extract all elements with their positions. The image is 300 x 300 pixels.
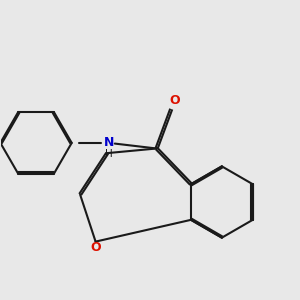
Text: H: H	[105, 149, 113, 159]
Text: N: N	[104, 136, 114, 149]
Text: O: O	[169, 94, 180, 107]
Text: O: O	[90, 241, 101, 254]
